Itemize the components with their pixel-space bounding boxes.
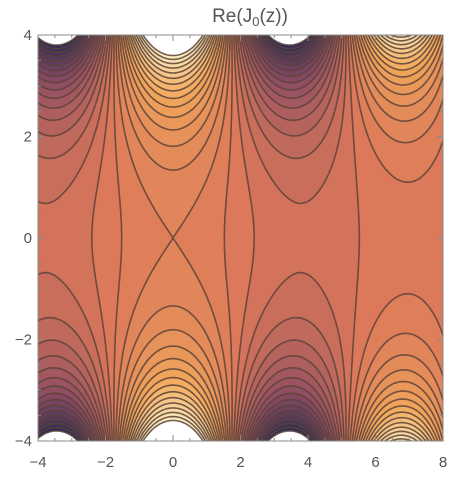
- y-axis: −4 −2 0 2 4: [15, 27, 443, 450]
- contour-line: [91, 34, 361, 442]
- contour-line: [37, 34, 315, 442]
- contour-lines: [37, 34, 444, 442]
- x-tick-label: 8: [439, 454, 447, 471]
- contour-line: [133, 34, 427, 442]
- x-tick-label: −4: [29, 454, 46, 471]
- contour-line: [37, 34, 331, 442]
- chart-title-prefix: Re(J: [212, 6, 252, 27]
- contour-line: [116, 34, 444, 442]
- y-tick-label: 0: [24, 230, 32, 247]
- chart-title: Re(J0(z)): [212, 6, 288, 29]
- contour-line: [118, 34, 444, 442]
- chart-title-suffix: (z)): [259, 6, 287, 27]
- contour-line: [37, 34, 347, 442]
- x-tick-label: 2: [236, 454, 244, 471]
- y-tick-label: 2: [24, 129, 32, 146]
- y-tick-label: −2: [15, 332, 32, 349]
- contour-line: [113, 34, 444, 442]
- contour-line: [125, 34, 439, 442]
- x-tick-label: 0: [169, 454, 177, 471]
- x-tick-label: 4: [304, 454, 312, 471]
- contour-line: [37, 34, 312, 442]
- contour-line: [142, 34, 204, 442]
- chart-title-subscript: 0: [252, 14, 259, 29]
- contour-line: [37, 34, 321, 442]
- contour-line: [127, 34, 436, 442]
- contour-line: [120, 34, 444, 442]
- contour-line: [37, 34, 343, 442]
- contour-line: [37, 34, 345, 442]
- contour-line: [37, 34, 333, 442]
- contour-line: [37, 34, 326, 442]
- y-tick-label: 4: [24, 27, 32, 44]
- contour-line: [122, 34, 444, 442]
- plot-area: [37, 34, 444, 442]
- contour-line: [135, 34, 423, 442]
- y-tick-label: −4: [15, 433, 32, 450]
- x-tick-label: −2: [97, 454, 114, 471]
- contour-line: [37, 34, 328, 442]
- contour-line: [129, 34, 433, 442]
- contour-fill: [38, 35, 443, 441]
- contour-line: [37, 34, 339, 442]
- contour-line: [124, 34, 442, 442]
- contour-line: [115, 34, 444, 442]
- contour-line: [37, 34, 335, 442]
- x-tick-label: 6: [371, 454, 379, 471]
- contour-line: [37, 34, 337, 442]
- contour-line: [37, 34, 318, 442]
- x-axis: −4 −2 0 2 4 6 8: [29, 35, 447, 471]
